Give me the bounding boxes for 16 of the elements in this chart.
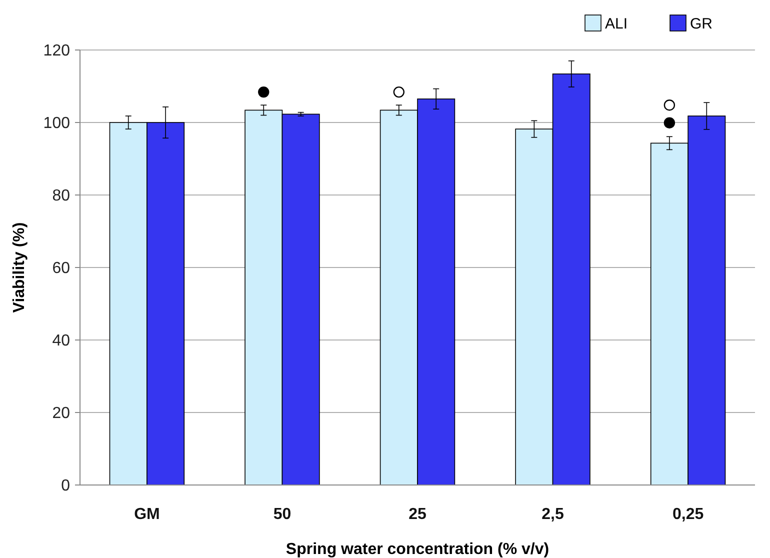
y-tick-label: 20 (52, 405, 70, 422)
x-tick-label: 50 (273, 506, 292, 523)
y-tick-label: 0 (61, 478, 70, 495)
y-tick-label: 40 (52, 332, 70, 350)
x-tick-label: 25 (408, 506, 426, 523)
x-tick-label: GM (134, 506, 160, 523)
y-tick-label: 80 (52, 188, 70, 205)
y-tick-label: 60 (52, 260, 70, 278)
x-tick-label: 0,25 (672, 506, 704, 523)
legend-label: ALI (605, 15, 628, 32)
y-axis-title: Viability (%) (11, 222, 28, 313)
x-axis-title: Spring water concentration (% v/v) (286, 541, 550, 558)
y-tick-label: 100 (43, 115, 70, 132)
legend-label: GR (690, 15, 713, 32)
x-tick-label: 2,5 (542, 506, 564, 523)
y-tick-label: 120 (43, 42, 70, 60)
